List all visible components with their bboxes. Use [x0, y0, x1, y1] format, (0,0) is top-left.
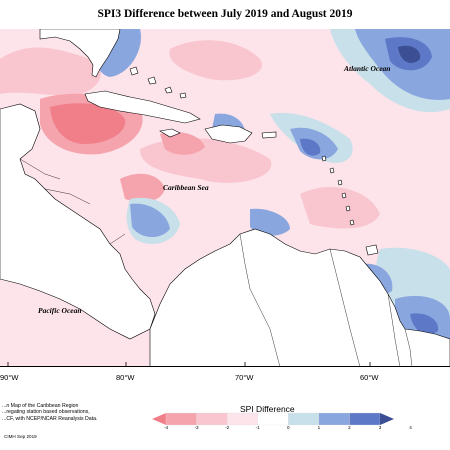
- land-lesser-antilles: [321, 155, 355, 226]
- deep-red-region: [160, 132, 205, 155]
- longitude-tick-label: 80°W: [116, 373, 135, 382]
- caption-line: ...regating station based observations,: [2, 409, 90, 416]
- pacific-ocean-label: Pacific Ocean: [38, 306, 82, 315]
- legend-swatch: [318, 412, 350, 426]
- legend-arrow-high: [380, 413, 394, 425]
- longitude-tick-label: 70°W: [235, 373, 254, 382]
- map-title: SPI3 Difference between July 2019 and Au…: [97, 8, 353, 20]
- land-yucatan: [0, 103, 156, 340]
- legend-tick-label: 1: [317, 425, 321, 430]
- land-jamaica: [159, 128, 181, 138]
- longitude-tick-label: 90°W: [0, 373, 19, 382]
- land-south-america: [149, 228, 450, 367]
- deep-red-region: [120, 173, 165, 202]
- color-legend-bar: [152, 412, 394, 426]
- legend-tick-label: -4: [163, 425, 169, 430]
- land-puerto-rico: [261, 131, 277, 139]
- pink-region: [0, 47, 101, 96]
- caribbean-sea-label: Caribbean Sea: [163, 183, 209, 192]
- legend-tick-label: 2: [348, 425, 351, 430]
- credit-text: CIMH Sep 2019: [4, 434, 37, 439]
- land-trinidad: [365, 244, 379, 256]
- land-bahamas: [129, 66, 187, 99]
- land-florida: [39, 29, 121, 78]
- land-cuba: [84, 90, 201, 124]
- legend-tick-label: 3: [378, 425, 382, 430]
- caption-line: ...n Map of the Caribbean Region: [2, 403, 79, 409]
- pink-region: [300, 186, 380, 229]
- legend-tick-label: 0: [287, 425, 290, 430]
- legend-swatch: [349, 412, 381, 426]
- legend-swatch: [226, 412, 258, 426]
- country-borders: [19, 158, 413, 367]
- caption-text: ...n Map of the Caribbean Region ...rega…: [2, 403, 142, 422]
- blue-region: [130, 203, 170, 238]
- legend-tick-label: 4: [409, 425, 412, 430]
- atlantic-ocean-label: Atlantic Ocean: [344, 64, 391, 73]
- legend-swatch: [257, 412, 289, 426]
- legend-tick-label: -1: [255, 425, 260, 430]
- legend-swatch: [288, 412, 320, 426]
- legend-tick-label: -2: [225, 425, 230, 430]
- legend-tick-label: -3: [194, 425, 199, 430]
- blue-region: [250, 208, 290, 236]
- longitude-tick-label: 60°W: [360, 373, 379, 382]
- land-masses: [0, 29, 450, 367]
- navy-region: [300, 138, 321, 156]
- deep-red-region: [50, 103, 126, 144]
- legend-title: SPI Difference: [240, 404, 295, 414]
- legend-arrow-low: [152, 413, 166, 425]
- pink-region: [169, 40, 262, 81]
- legend-swatch: [196, 412, 228, 426]
- navy-region: [398, 45, 421, 63]
- spi-difference-map: [0, 29, 450, 367]
- caption-line: ...CF, with NCEP/NCAR Reanalysis Data.: [2, 415, 98, 422]
- land-hispaniola: [204, 124, 253, 144]
- legend-swatch: [165, 412, 197, 426]
- navy-region: [410, 313, 439, 335]
